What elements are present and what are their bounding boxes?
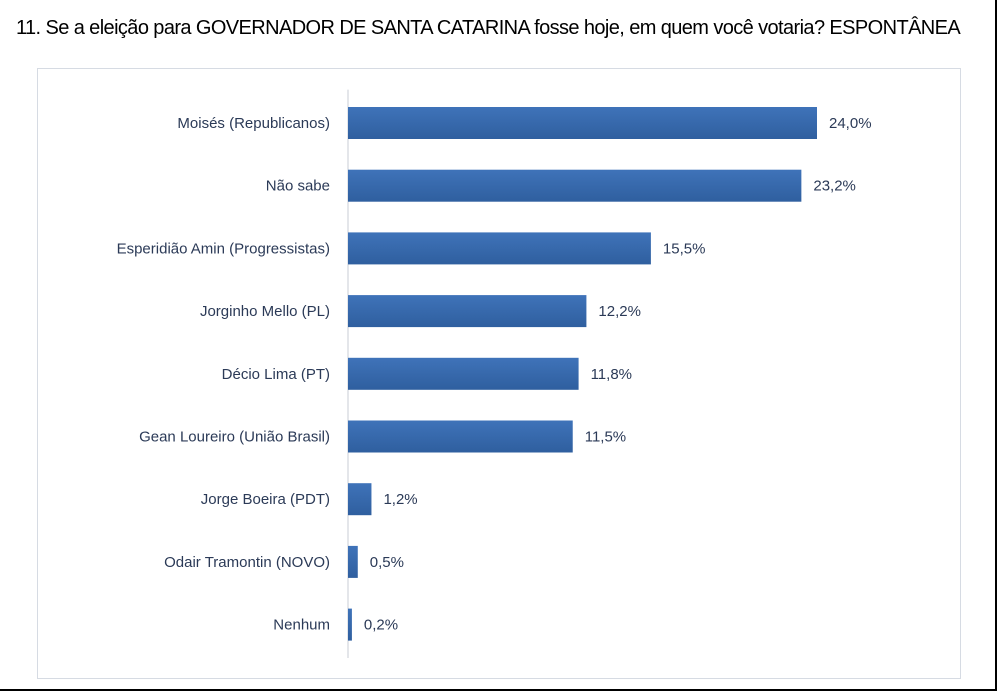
value-label: 0,5% (370, 554, 404, 571)
bar (348, 295, 587, 328)
value-label: 0,2% (364, 617, 398, 634)
category-label: Jorginho Mello (PL) (200, 303, 330, 320)
bar (348, 357, 579, 390)
category-label: Jorge Boeira (PDT) (201, 491, 330, 508)
category-label: Décio Lima (PT) (222, 366, 330, 383)
value-label: 11,5% (585, 429, 626, 446)
value-label: 12,2% (598, 303, 641, 320)
value-label: 15,5% (663, 240, 706, 257)
bar (348, 545, 358, 578)
bar (348, 420, 573, 453)
category-label: Moisés (Republicanos) (177, 115, 330, 132)
bar (348, 608, 352, 641)
value-label: 24,0% (829, 115, 872, 132)
bar-chart: Moisés (Republicanos) 24,0% Não sabe 23,2% E… (117, 89, 872, 658)
bar (348, 232, 651, 265)
category-label: Esperidião Amin (Progressistas) (117, 240, 330, 257)
category-label: Odair Tramontin (NOVO) (164, 554, 330, 571)
bar (348, 483, 372, 516)
frame-edge-right (995, 0, 997, 691)
frame-edge-bottom (0, 689, 997, 691)
value-label: 11,8% (591, 366, 632, 383)
value-label: 23,2% (813, 178, 856, 195)
bar (348, 169, 802, 202)
category-label: Nenhum (273, 617, 330, 634)
category-label: Não sabe (266, 178, 330, 195)
category-label: Gean Loureiro (União Brasil) (139, 429, 330, 446)
chart-title: 11. Se a eleição para GOVERNADOR DE SANT… (16, 17, 961, 39)
value-label: 1,2% (383, 491, 417, 508)
chart-panel: Moisés (Republicanos) 24,0% Não sabe 23,2% E… (37, 68, 961, 679)
bar (348, 107, 817, 139)
